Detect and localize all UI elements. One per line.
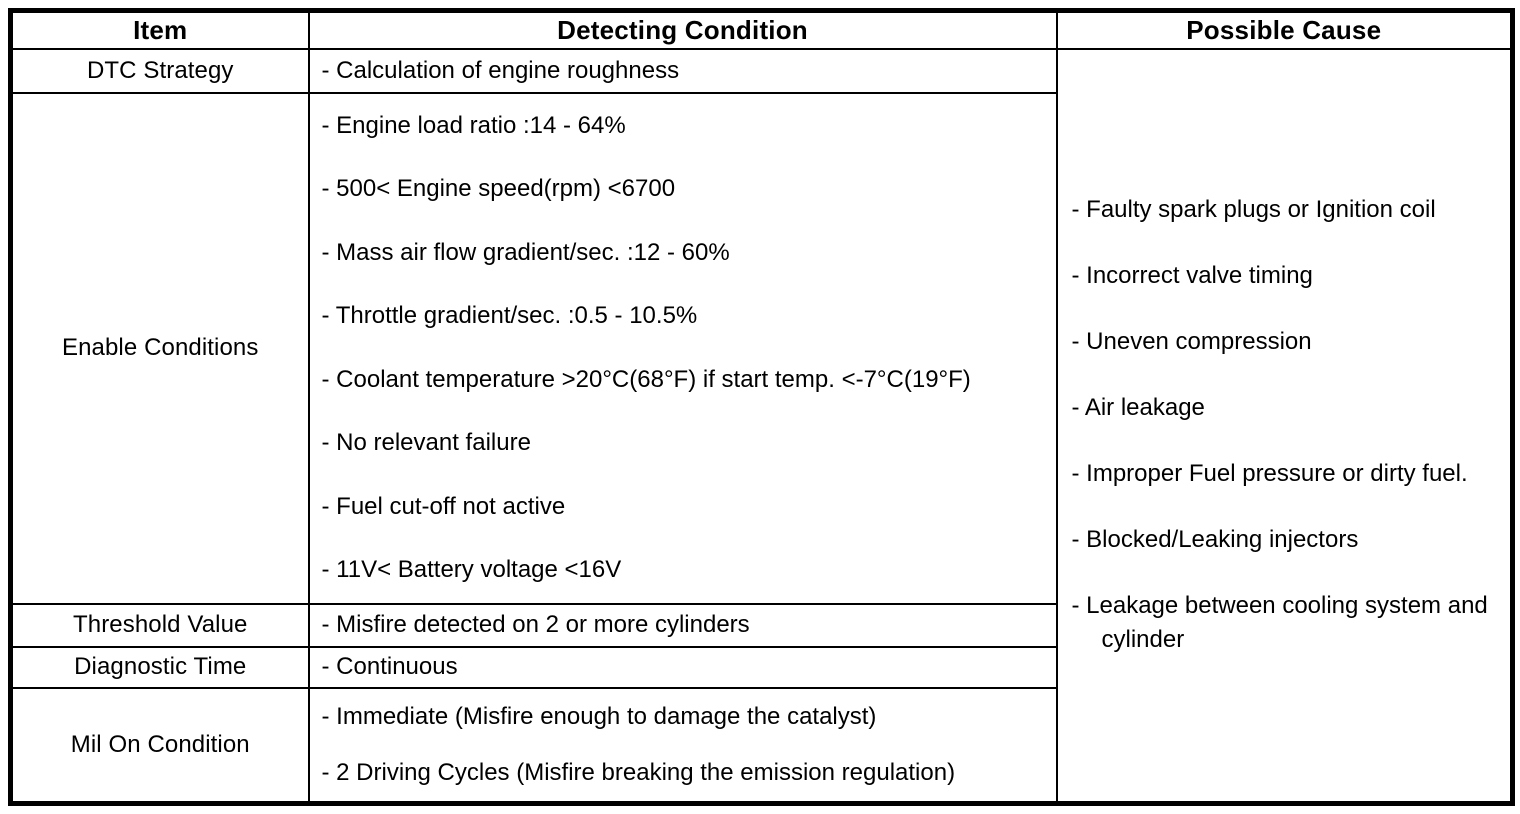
item-label-enable-conditions: Enable Conditions [9,91,310,605]
possible-cause-list: - Faulty spark plugs or Ignition coil - … [1058,177,1511,673]
possible-cause-item: - Air leakage [1071,394,1205,422]
condition-line: - Throttle gradient/sec. :0.5 - 10.5% [321,302,698,330]
condition-line: - Continuous [321,653,458,681]
possible-cause-item: - Uneven compression [1071,328,1312,356]
condition-line: - Mass air flow gradient/sec. :12 - 60% [321,238,730,266]
table-header-row: Item Detecting Condition Possible Cause [9,9,1514,50]
column-header-detecting-condition: Detecting Condition [307,9,1058,50]
possible-cause-item: - Improper Fuel pressure or dirty fuel. [1071,460,1468,488]
condition-line: - Misfire detected on 2 or more cylinder… [321,611,750,639]
dtc-detecting-condition-table: Item Detecting Condition Possible Cause … [8,8,1515,806]
condition-line: - Immediate (Misfire enough to damage th… [321,702,877,730]
table-row-threshold-value: Threshold Value - Misfire detected on 2 … [9,602,1513,648]
possible-cause-cell: - Faulty spark plugs or Ignition coil - … [1055,47,1514,805]
condition-line: - No relevant failure [321,429,531,457]
condition-line: - 2 Driving Cycles (Misfire breaking the… [321,758,956,786]
condition-line: - 500< Engine speed(rpm) <6700 [321,175,676,203]
condition-cell-diagnostic-time: - Continuous [307,645,1058,689]
possible-cause-item: - Faulty spark plugs or Ignition coil [1071,196,1436,224]
table-row-mil-on-condition: Mil On Condition - Immediate (Misfire en… [9,686,1513,805]
condition-line: - Fuel cut-off not active [321,492,566,520]
condition-cell-mil-on-condition: - Immediate (Misfire enough to damage th… [307,686,1058,805]
condition-cell-threshold-value: - Misfire detected on 2 or more cylinder… [307,602,1058,648]
item-label-threshold-value: Threshold Value [9,602,310,648]
column-header-item: Item [9,9,310,50]
item-label-mil-on-condition: Mil On Condition [9,686,310,805]
table-row-dtc-strategy: DTC Strategy - Calculation of engine rou… [9,47,1514,805]
condition-list: - Immediate (Misfire enough to damage th… [310,689,1056,801]
condition-line: - Coolant temperature >20°C(68°F) if sta… [321,365,971,393]
condition-list: - Engine load ratio :14 - 64% - 500< Eng… [310,94,1056,602]
possible-cause-item: - Incorrect valve timing [1071,262,1313,290]
column-header-possible-cause: Possible Cause [1055,9,1514,50]
item-label-diagnostic-time: Diagnostic Time [9,645,310,689]
condition-line: - 11V< Battery voltage <16V [321,556,622,584]
condition-line: - Calculation of engine roughness [321,56,680,84]
possible-cause-item: - Blocked/Leaking injectors [1071,526,1359,554]
table-row-enable-conditions: Enable Conditions - Engine load ratio :1… [9,91,1513,605]
condition-cell-dtc-strategy: - Calculation of engine roughness [307,47,1058,94]
condition-cell-enable-conditions: - Engine load ratio :14 - 64% - 500< Eng… [307,91,1058,605]
item-label-dtc-strategy: DTC Strategy [9,47,310,94]
condition-line: - Engine load ratio :14 - 64% [321,111,626,139]
possible-cause-item: - Leakage between cooling system and cyl… [1071,592,1488,654]
table-row-diagnostic-time: Diagnostic Time - Continuous [9,645,1513,689]
